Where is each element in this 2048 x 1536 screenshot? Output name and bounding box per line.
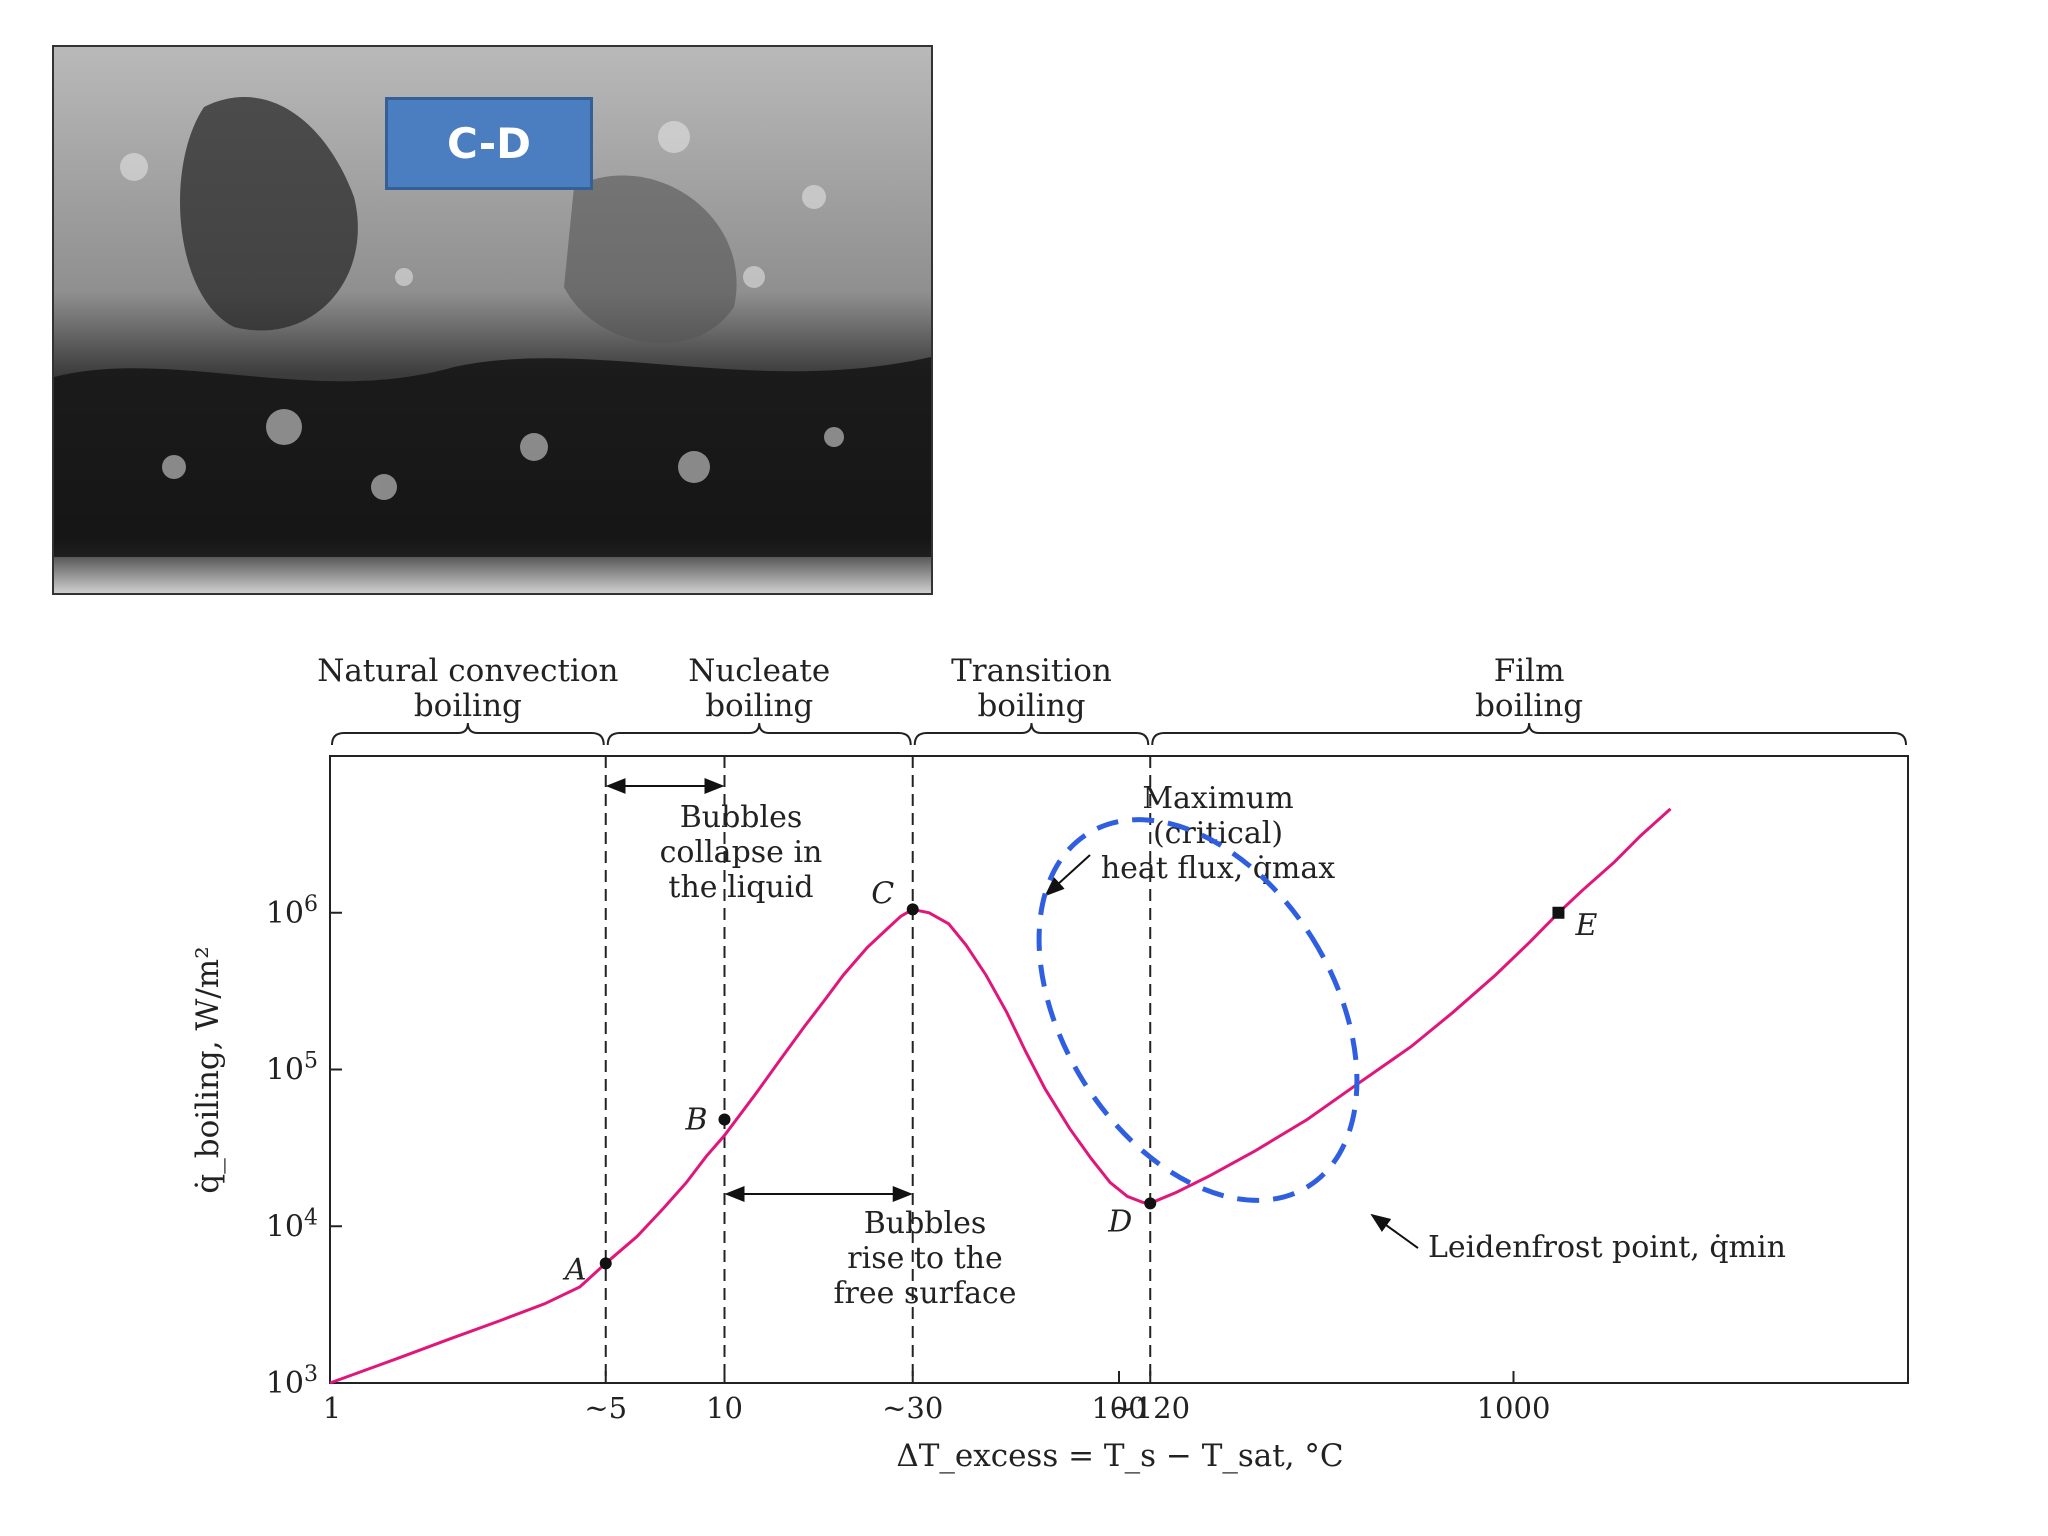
collapse-text-1: collapse in: [660, 835, 823, 870]
region-label-2-line1: Transition: [951, 653, 1112, 689]
point-D-label: D: [1107, 1204, 1132, 1239]
region-label-0-line1: Natural convection: [317, 653, 618, 689]
collapse-text-2: the liquid: [668, 870, 813, 905]
region-brace-3: [1151, 722, 1907, 746]
regime-divider-lines: [604, 756, 1152, 1383]
key-points: A B C D E: [562, 876, 1598, 1287]
rise-text-0: Bubbles: [864, 1206, 987, 1241]
transition-highlight-ellipse: [1036, 817, 1360, 1203]
max-flux-arrow: [1044, 854, 1091, 897]
y-tick-label-1: 104: [266, 1205, 318, 1244]
region-brace-1: [606, 722, 912, 746]
x-tick-label-4: 100: [1091, 1391, 1146, 1425]
y-tick-label-3: 106: [266, 892, 318, 931]
region-labels: Natural convectionboilingNucleateboiling…: [317, 653, 1583, 724]
point-A-label: A: [562, 1252, 587, 1287]
leidenfrost-arrow: [1370, 1213, 1419, 1249]
y-axis-label: q̇_boiling, W/m²: [190, 946, 226, 1193]
region-label-1-line2: boiling: [705, 688, 813, 724]
point-B-label: B: [684, 1102, 707, 1137]
x-tick-labels: 1 ~5 10 ~30 100~120 1000: [323, 1391, 1551, 1425]
region-brace-2: [913, 722, 1150, 746]
point-E-label: E: [1574, 908, 1597, 943]
point-D-marker: [1144, 1197, 1157, 1210]
point-C-label: C: [871, 876, 894, 911]
region-braces: [331, 722, 1907, 746]
y-tick-labels: 103 104 105 106: [266, 892, 318, 1401]
x-tick-label-6: 1000: [1477, 1391, 1551, 1425]
x-tick-label-1: ~5: [584, 1391, 627, 1425]
x-tick-label-0: 1: [323, 1391, 341, 1425]
boiling-curve-line: [329, 807, 1672, 1385]
y-tick-label-0: 103: [266, 1362, 318, 1401]
rise-text-1: rise to the: [847, 1241, 1002, 1276]
region-label-3-line1: Film: [1494, 653, 1565, 689]
leidenfrost-text: Leidenfrost point, q̇min: [1428, 1230, 1786, 1265]
point-C-marker: [906, 903, 919, 916]
x-tick-label-5: ~120: [1110, 1391, 1190, 1425]
region-brace-0: [331, 722, 605, 746]
rise-text-2: free surface: [833, 1276, 1016, 1311]
y-tick-label-2: 105: [266, 1049, 318, 1088]
x-tick-label-3: ~30: [882, 1391, 943, 1425]
max-flux-text-0: Maximum: [1142, 781, 1293, 816]
region-label-2-line2: boiling: [977, 688, 1085, 724]
max-flux-text-2: heat flux, q̇max: [1101, 851, 1335, 886]
x-tick-label-2: 10: [706, 1391, 743, 1425]
photo-label-box: C-D: [385, 97, 593, 190]
region-label-3-line2: boiling: [1475, 688, 1583, 724]
x-axis-label: ΔT_excess = T_s − T_sat, °C: [896, 1438, 1343, 1474]
region-label-0-line2: boiling: [414, 688, 522, 724]
point-A-marker: [599, 1257, 612, 1270]
collapse-text-0: Bubbles: [680, 800, 803, 835]
region-label-1-line1: Nucleate: [688, 653, 830, 689]
point-B-marker: [718, 1113, 731, 1126]
point-E-marker: [1552, 906, 1565, 919]
